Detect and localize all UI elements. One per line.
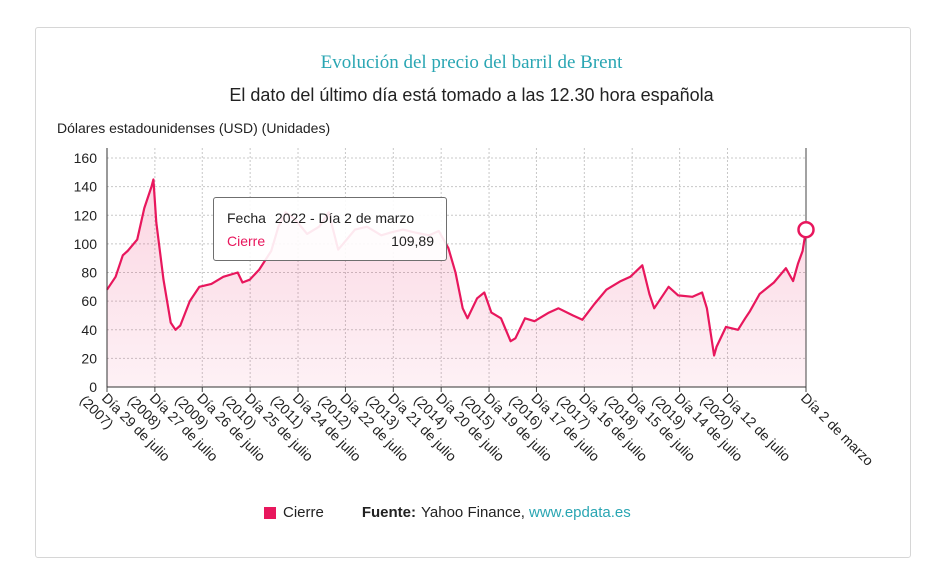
y-tick-label: 60	[81, 293, 97, 309]
series-line-cierre[interactable]	[106, 178, 808, 357]
tooltip-series-value: 109,89	[391, 233, 434, 249]
y-tick-label: 140	[74, 179, 98, 195]
tooltip-date-row: Fecha 2022 - Día 2 de marzo	[227, 210, 414, 226]
x-tick-labels: Día 29 de julio(2007) Día 27 de julio(200…	[77, 390, 877, 469]
svg-text:Día 2 de marzo: Día 2 de marzo	[798, 390, 877, 469]
tooltip-date-label: Fecha	[227, 210, 266, 226]
y-tick-label: 40	[81, 322, 97, 338]
chart-subtitle: El dato del último día está tomado a las…	[229, 85, 714, 105]
y-tick-label: 160	[74, 150, 98, 166]
series-line-group	[106, 178, 808, 357]
y-tick-label: 100	[74, 236, 98, 252]
tooltip: Fecha 2022 - Día 2 de marzo Cierre 109,89	[213, 197, 447, 261]
tooltip-date-value: 2022 - Día 2 de marzo	[274, 210, 415, 226]
y-tick-label: 80	[81, 265, 97, 281]
source-value: Yahoo Finance,	[421, 504, 525, 521]
tooltip-series-label: Cierre	[227, 233, 266, 249]
hover-marker-group	[797, 220, 815, 239]
y-tick-labels: 0 20 40 60 80 100 120 140 160	[74, 150, 98, 395]
chart-title: Evolución del precio del barril de Brent	[320, 52, 623, 73]
x-tick-label: Día 2 de marzo	[798, 390, 877, 469]
source-link[interactable]: www.epdata.es	[528, 504, 631, 521]
y-axis-label: Dólares estadounidenses (USD) (Unidades)	[57, 120, 331, 136]
y-tick-label: 0	[89, 379, 97, 395]
y-tick-label: 20	[81, 350, 97, 366]
legend: Cierre Fuente: Yahoo Finance, www.epdata…	[264, 504, 631, 521]
legend-label[interactable]: Cierre	[283, 504, 324, 521]
axes	[106, 148, 807, 392]
hover-marker	[797, 220, 815, 239]
source-label: Fuente:	[361, 504, 417, 521]
legend-swatch[interactable]	[264, 506, 276, 519]
y-tick-label: 120	[74, 207, 98, 223]
